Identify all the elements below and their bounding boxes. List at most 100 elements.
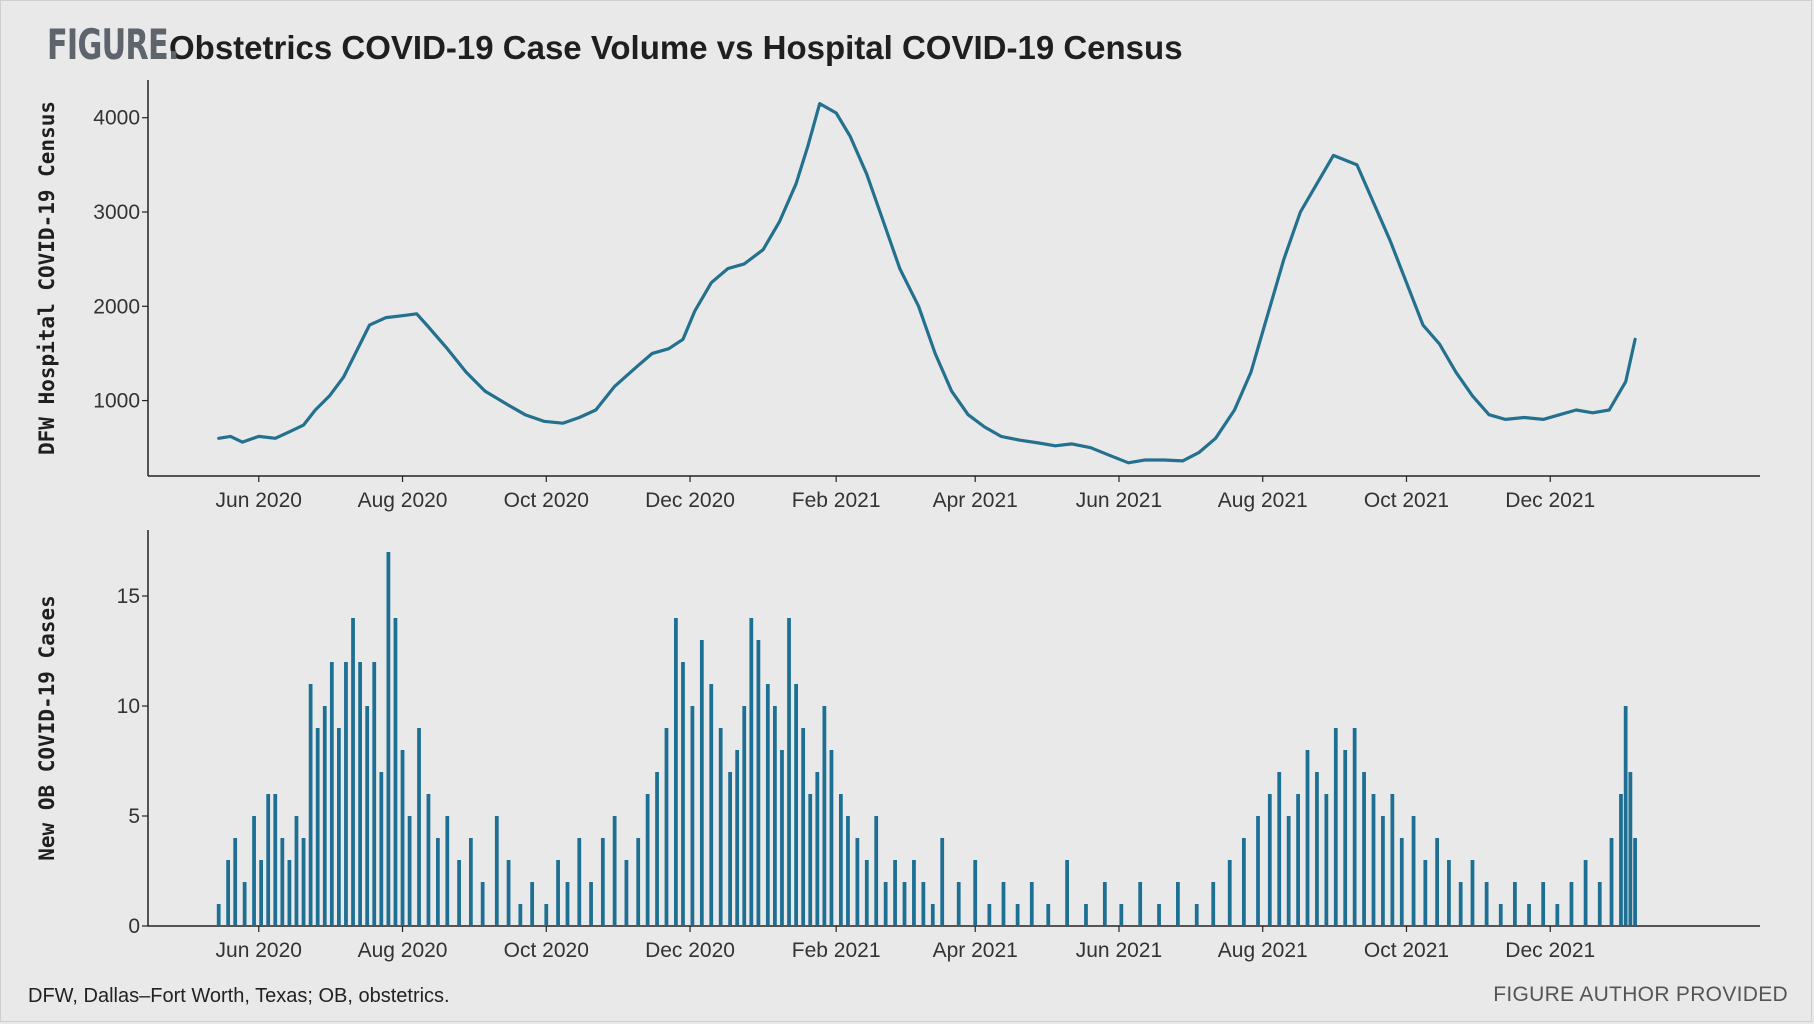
ob-case-bar <box>655 772 659 925</box>
ob-case-bar <box>273 794 278 925</box>
x-tick-label: Aug 2020 <box>358 489 448 512</box>
ob-case-bar <box>987 904 992 925</box>
ob-case-bar <box>973 860 978 925</box>
ob-case-bar <box>1447 860 1451 925</box>
ob-case-bar <box>1277 772 1282 925</box>
ob-case-bar <box>1633 838 1637 925</box>
ob-case-bar <box>344 662 348 925</box>
ob-case-bar <box>1399 838 1404 925</box>
ob-case-bar <box>1513 882 1517 925</box>
y-tick-label: 2000 <box>93 295 140 318</box>
ob-case-bar <box>636 838 641 925</box>
x-tick-label: Jun 2020 <box>216 489 302 512</box>
ob-cases-bar-chart: 0 5 10 15 Jun 2020 Aug 2020 Oct 2020 Dec 2020 Fe… <box>35 530 1760 962</box>
ob-case-bar <box>718 728 723 925</box>
ob-case-bar <box>301 838 306 925</box>
ob-case-bar <box>1015 904 1020 925</box>
ob-case-bar <box>1527 904 1531 925</box>
ob-case-bar <box>742 706 747 925</box>
ob-case-bar <box>780 750 784 925</box>
ob-case-bar <box>259 860 264 925</box>
ob-case-bar <box>1628 772 1633 925</box>
ob-case-bar <box>435 838 440 925</box>
y-tick-label: 15 <box>117 585 140 608</box>
x-tick-label: Dec 2020 <box>645 489 735 512</box>
ob-case-bar <box>544 904 549 925</box>
x-tick-label: Oct 2021 <box>1364 939 1449 962</box>
chart-title: Obstetrics COVID-19 Case Volume vs Hospi… <box>169 29 1183 66</box>
ob-case-bar <box>893 860 897 925</box>
ob-case-bar <box>1470 860 1475 925</box>
ob-case-bar <box>565 882 570 925</box>
ob-case-bar <box>1583 860 1588 925</box>
y-tick-label: 4000 <box>93 107 140 130</box>
footnote: DFW, Dallas–Fort Worth, Texas; OB, obste… <box>28 985 450 1007</box>
ob-case-bar <box>1084 904 1088 925</box>
ob-case-bar <box>773 706 777 925</box>
ob-case-bar <box>1029 882 1034 925</box>
x-tick-label: Aug 2021 <box>1218 489 1308 512</box>
ob-case-bar <box>822 706 827 925</box>
x-tick-label: Feb 2021 <box>792 489 881 512</box>
ob-case-bar <box>664 728 669 925</box>
ob-case-bar <box>287 860 292 925</box>
ob-case-bar <box>674 618 678 925</box>
ob-case-bar <box>612 816 617 925</box>
ob-case-bar <box>801 728 806 925</box>
ob-case-bar <box>765 684 770 925</box>
ob-case-bar <box>735 750 740 925</box>
ob-case-bar <box>624 860 629 925</box>
ob-case-bar <box>690 706 695 925</box>
ob-case-bar <box>372 662 377 925</box>
ob-case-bar <box>407 816 412 925</box>
ob-case-bar <box>445 816 450 925</box>
y-tick-label: 10 <box>117 695 140 718</box>
ob-case-bar <box>912 860 916 925</box>
ob-case-bar <box>1435 838 1440 925</box>
ob-case-bar <box>838 794 843 925</box>
ob-case-bar <box>589 882 593 925</box>
ob-case-bar <box>902 882 907 925</box>
ob-case-bar <box>883 882 888 925</box>
ob-case-bar <box>645 794 650 925</box>
ob-case-bar <box>518 904 523 925</box>
x-tick-label: Dec 2020 <box>645 939 735 962</box>
x-tick-label: Dec 2021 <box>1505 939 1595 962</box>
ob-case-bar <box>1286 816 1291 925</box>
ob-case-bar <box>266 794 271 925</box>
ob-case-bar <box>749 618 754 925</box>
ob-case-bar <box>417 728 421 925</box>
ob-case-bar <box>1390 794 1395 925</box>
ob-case-bar <box>864 860 869 925</box>
ob-case-bar <box>829 750 834 925</box>
ob-case-bar <box>940 838 945 925</box>
ob-case-bar <box>252 816 256 925</box>
ob-case-bar <box>1211 882 1216 925</box>
ob-case-bar <box>1619 794 1623 925</box>
ob-case-bar <box>337 728 341 925</box>
ob-case-bar <box>1411 816 1416 925</box>
ob-case-bar <box>956 882 961 925</box>
x-tick-label: Feb 2021 <box>792 939 881 962</box>
ob-case-bar <box>1065 860 1070 925</box>
ob-case-bar <box>681 662 685 925</box>
ob-case-bar <box>1569 882 1574 925</box>
ob-case-bar <box>226 860 231 925</box>
ob-case-bar <box>1305 750 1310 925</box>
ob-case-bar <box>1194 904 1199 925</box>
ob-case-bar <box>794 684 798 925</box>
ob-case-bar <box>1352 728 1357 925</box>
ob-case-bar <box>280 838 285 925</box>
y-tick-label: 0 <box>128 915 140 938</box>
ob-case-bar <box>846 816 850 925</box>
y-tick-label: 1000 <box>93 390 140 413</box>
ob-case-bar <box>756 640 761 925</box>
figure-title: FIGURE. Obstetrics COVID-19 Case Volume … <box>47 20 1183 69</box>
ob-case-bar <box>351 618 355 925</box>
x-tick-label: Aug 2020 <box>358 939 448 962</box>
ob-case-bar <box>329 662 334 925</box>
y-axis-title: DFW Hospital COVID-19 Census <box>35 101 59 455</box>
ob-case-bar <box>1498 904 1503 925</box>
ob-case-bar <box>400 750 405 925</box>
ob-case-bar <box>1343 750 1348 925</box>
